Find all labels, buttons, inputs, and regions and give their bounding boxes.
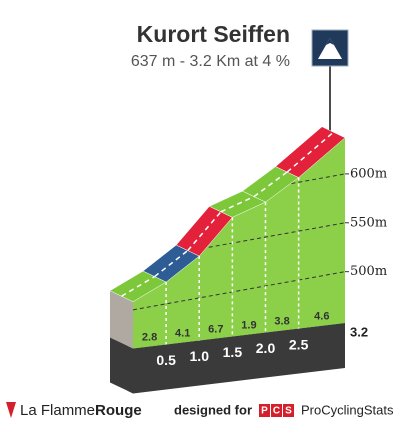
gradient-label: 4.6 (314, 311, 329, 323)
center-dash (121, 275, 156, 297)
x-tick-label: 2.5 (289, 336, 309, 352)
pcs-letter: C (273, 406, 280, 417)
side-face (110, 290, 133, 349)
pcs-box (271, 404, 282, 417)
gradient-label: 1.9 (241, 319, 256, 331)
x-tick-label: 2.0 (256, 340, 276, 356)
grid-line (133, 271, 345, 311)
gradient-label: 4.1 (175, 327, 190, 339)
chart-subtitle: 637 m - 3.2 Km at 4 % (131, 53, 290, 70)
x-tick-label: 1.5 (223, 344, 243, 360)
footer: La FlammeRouge designed for ProCyclingSt… (6, 402, 394, 419)
gradient-label: 2.8 (142, 331, 157, 343)
chart-title: Kurort Seiffen (137, 21, 290, 47)
pcs-box (283, 404, 294, 417)
y-tick-label: 550m (350, 215, 387, 230)
y-tick-label: 500m (350, 264, 387, 279)
front-face (133, 137, 345, 349)
gradient-label: 6.7 (208, 323, 223, 335)
pcs-letter: S (285, 406, 292, 417)
x-tick-label: 0.5 (156, 352, 176, 368)
pcs-box (259, 404, 270, 417)
brand-icon (6, 402, 16, 418)
brand: La FlammeRouge (20, 402, 142, 419)
brand-a: La Flamme (20, 402, 95, 419)
base-band (110, 323, 345, 394)
pcs-letter: P (261, 406, 268, 417)
y-tick-label: 600m (350, 166, 387, 181)
brand-b: Rouge (95, 402, 142, 419)
center-dash (220, 195, 255, 213)
center-dash (253, 171, 288, 198)
x-end-label: 3.2 (350, 324, 368, 339)
summit-icon (311, 29, 349, 138)
center-dash (154, 249, 189, 278)
designed-for: designed for (174, 402, 252, 417)
x-tick-label: 1.0 (190, 348, 210, 364)
center-dash (286, 131, 334, 173)
site-name: ProCyclingStats (301, 402, 394, 417)
gradient-label: 3.8 (274, 315, 289, 327)
